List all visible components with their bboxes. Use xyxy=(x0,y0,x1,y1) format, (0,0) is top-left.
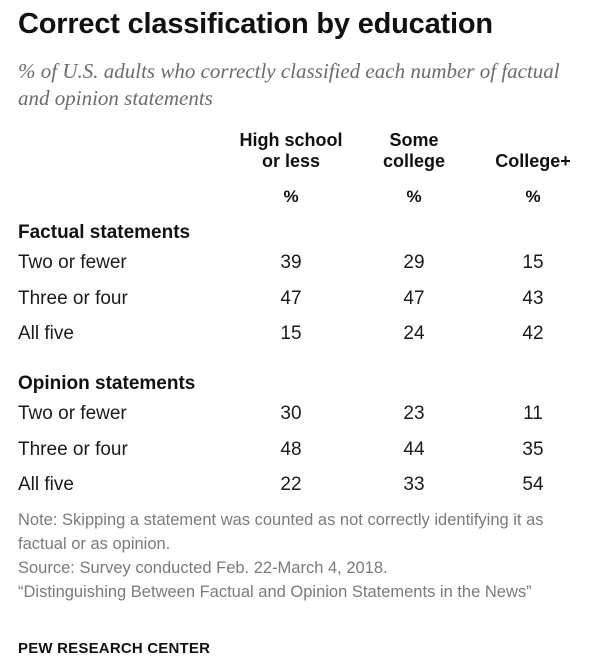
table-cell: 15 xyxy=(522,252,544,273)
table-cell: 48 xyxy=(280,438,302,460)
row-label: Two or fewer xyxy=(18,403,127,424)
row-label: Two or fewer xyxy=(18,252,127,273)
column-header: High school or less xyxy=(240,130,343,172)
notes-block: Note: Skipping a statement was counted a… xyxy=(18,508,588,604)
pew-logo-text: PEW RESEARCH CENTER xyxy=(18,640,211,657)
chart-title: Correct classification by education xyxy=(18,8,493,40)
table-cell: 22 xyxy=(280,474,302,495)
table-cell: 54 xyxy=(522,474,544,495)
column-header-line: High school xyxy=(239,130,343,150)
table-cell: 30 xyxy=(280,403,302,424)
column-header-line: College+ xyxy=(495,151,571,171)
table-cell: 29 xyxy=(403,252,425,273)
column-header-line: college xyxy=(382,151,446,171)
table-cell: 11 xyxy=(523,403,543,424)
chart-subtitle: % of U.S. adults who correctly classifie… xyxy=(18,59,560,110)
row-label: Three or four xyxy=(18,287,128,309)
column-unit: % xyxy=(525,187,541,206)
table-cell: 47 xyxy=(280,287,302,309)
column-unit: % xyxy=(406,187,422,206)
note-text: Note: Skipping a statement was counted a… xyxy=(18,511,544,553)
table-cell: 39 xyxy=(280,252,302,273)
table-cell: 47 xyxy=(403,287,425,309)
table-cell: 35 xyxy=(522,438,544,460)
column-header-line: or less xyxy=(261,151,321,171)
table-cell: 43 xyxy=(522,287,544,309)
table-cell: 24 xyxy=(403,323,425,344)
table-cell: 44 xyxy=(403,438,425,460)
column-header-spacer xyxy=(495,130,571,151)
row-label: Three or four xyxy=(18,438,128,460)
row-label: All five xyxy=(18,474,74,495)
section-title: Factual statements xyxy=(18,222,191,243)
column-header-line: Some xyxy=(389,130,439,150)
column-header: College+ xyxy=(495,130,571,172)
source-text: Source: Survey conducted Feb. 22-March 4… xyxy=(18,559,388,577)
section-title: Opinion statements xyxy=(18,373,196,394)
table-cell: 42 xyxy=(522,323,544,344)
report-title: “Distinguishing Between Factual and Opin… xyxy=(18,583,532,601)
column-header: Some college xyxy=(383,130,445,172)
column-unit: % xyxy=(283,187,299,206)
table-cell: 33 xyxy=(403,474,425,495)
row-label: All five xyxy=(18,323,74,344)
table-cell: 23 xyxy=(403,403,425,424)
table-cell: 15 xyxy=(280,323,302,344)
